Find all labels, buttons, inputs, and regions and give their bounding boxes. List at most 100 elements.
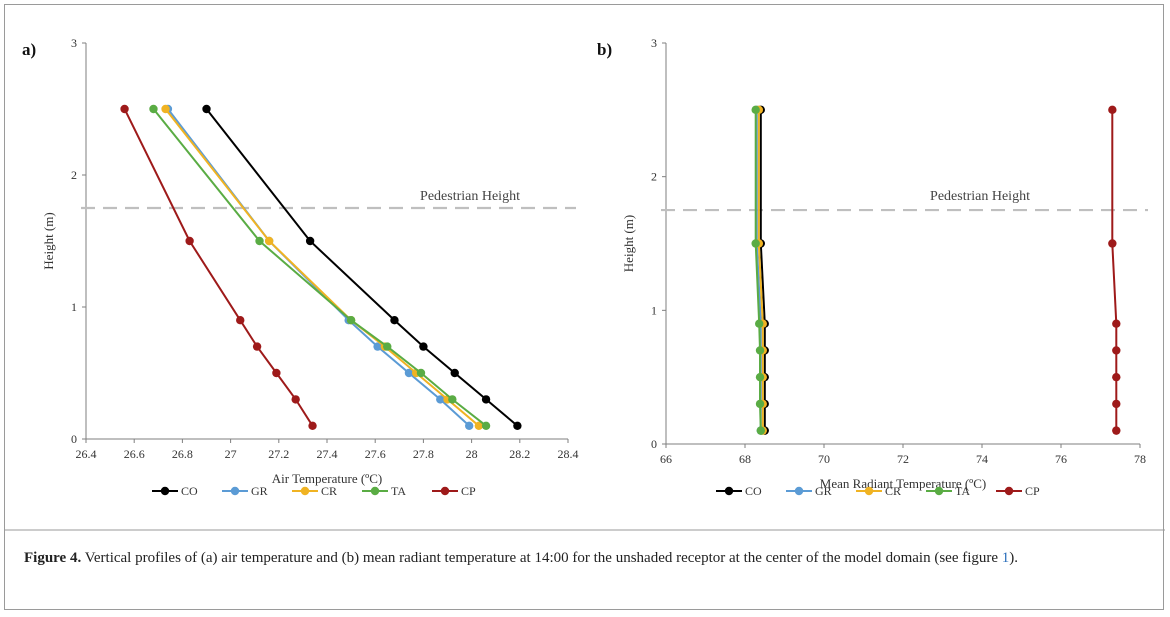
data-point-cp <box>1112 372 1121 382</box>
data-point-gr <box>373 342 382 351</box>
data-point-gr <box>404 368 414 378</box>
legend-marker-co <box>160 486 170 496</box>
data-point-gr <box>464 421 474 430</box>
x-tick-label: 28.2 <box>509 447 530 461</box>
legend-label-gr: GR <box>815 484 832 498</box>
data-point-co <box>390 316 399 325</box>
x-tick-label: 66 <box>660 452 672 466</box>
legend-label-gr: GR <box>251 484 268 498</box>
data-point-ta <box>755 319 764 328</box>
x-tick-label: 27.6 <box>365 447 386 461</box>
data-point-ta <box>755 399 765 409</box>
data-point-cp <box>308 421 317 430</box>
data-point-ta <box>481 421 491 430</box>
figure-frame <box>4 4 1164 610</box>
x-tick-label: 74 <box>976 452 988 466</box>
data-point-cp <box>185 236 194 246</box>
data-point-ta <box>756 426 765 435</box>
legend-marker-cp <box>1004 486 1014 496</box>
legend-marker-ta <box>934 486 944 496</box>
legend-label-co: CO <box>745 484 762 498</box>
y-axis-title: Height (m) <box>41 212 56 269</box>
chart-panel-b: b) 0 1 2 3 66 68 70 72 74 76 78 Mean Radiant Tempera… <box>597 36 1148 498</box>
y-tick-label: 1 <box>651 303 657 317</box>
y-tick-label: 2 <box>71 168 77 182</box>
series-co <box>202 104 522 430</box>
data-point-gr <box>436 395 445 404</box>
x-tick-label: 28.4 <box>558 447 579 461</box>
data-point-co <box>202 104 211 114</box>
data-point-cp <box>252 342 262 351</box>
data-point-cp <box>1112 346 1121 355</box>
x-tick-label: 27.2 <box>268 447 289 461</box>
y-tick-label: 3 <box>71 36 77 50</box>
caption-figure-link[interactable]: 1 <box>1001 550 1010 566</box>
panel-label: a) <box>22 40 36 59</box>
pedestrian-height-label: Pedestrian Height <box>420 189 520 204</box>
series-ta <box>149 104 491 430</box>
legend-marker-co <box>724 486 734 496</box>
series-line-cr <box>164 108 480 427</box>
data-point-cp <box>1108 239 1117 248</box>
data-point-cp <box>236 316 245 325</box>
data-point-ta <box>383 342 392 351</box>
caption-label: Figure 4. <box>24 550 82 566</box>
legend-label-cr: CR <box>321 484 337 498</box>
data-point-ta <box>751 239 760 248</box>
data-point-co <box>305 236 315 246</box>
y-tick-label: 2 <box>651 170 657 184</box>
legend-marker-ta <box>370 486 380 496</box>
chart-panel-a: a) 0 1 2 3 26.4 26.6 26.8 27 27.2 27.4 27.6 27.8 28 28… <box>22 36 579 498</box>
legend-label-ta: TA <box>955 484 970 498</box>
legend-label-co: CO <box>181 484 198 498</box>
data-point-ta <box>448 395 457 404</box>
x-tick-label: 26.6 <box>124 447 145 461</box>
data-point-cp <box>272 368 281 378</box>
data-point-cp <box>291 395 300 404</box>
x-tick-label: 78 <box>1134 452 1146 466</box>
legend-marker-gr <box>230 486 240 496</box>
data-point-co <box>513 421 522 430</box>
x-tick-label: 27 <box>225 447 237 461</box>
x-axis-title: Mean Radiant Temperature (ºC) <box>820 476 986 491</box>
x-tick-label: 26.4 <box>76 447 97 461</box>
data-point-co <box>450 368 459 378</box>
series-cr <box>161 104 484 430</box>
legend-label-cr: CR <box>885 484 901 498</box>
data-point-ta <box>346 316 356 325</box>
panel-label: b) <box>597 40 612 59</box>
y-tick-label: 3 <box>651 36 657 50</box>
series-line-co <box>205 108 519 427</box>
data-point-cp <box>1112 426 1121 435</box>
data-point-cp <box>1112 399 1121 409</box>
legend-marker-cr <box>864 486 874 496</box>
series-line-cp <box>123 108 314 427</box>
legend-marker-cp <box>440 486 450 496</box>
series-line-cp <box>1111 109 1118 431</box>
x-axis-title: Air Temperature (ºC) <box>272 471 382 486</box>
data-point-cp <box>1112 319 1121 328</box>
x-tick-label: 68 <box>739 452 751 466</box>
legend-label-ta: TA <box>391 484 406 498</box>
caption-text: Vertical profiles of (a) air temperature… <box>81 550 1002 566</box>
x-tick-label: 70 <box>818 452 830 466</box>
y-tick-label: 0 <box>71 432 77 446</box>
x-tick-label: 72 <box>897 452 909 466</box>
series-cp <box>1108 105 1121 435</box>
data-point-cr <box>264 236 274 246</box>
data-point-co <box>419 342 428 351</box>
y-axis-title: Height (m) <box>621 215 636 272</box>
x-tick-label: 28 <box>466 447 478 461</box>
data-point-ta <box>255 236 264 246</box>
data-point-co <box>481 395 491 404</box>
x-tick-label: 27.4 <box>317 447 338 461</box>
data-point-ta <box>416 368 426 378</box>
data-point-ta <box>149 104 158 114</box>
legend-label-cp: CP <box>1025 484 1040 498</box>
data-point-ta <box>751 105 760 115</box>
y-tick-label: 1 <box>71 300 77 314</box>
data-point-cr <box>161 104 170 114</box>
series-ta <box>751 105 765 435</box>
legend-label-cp: CP <box>461 484 476 498</box>
y-tick-label: 0 <box>651 437 657 451</box>
